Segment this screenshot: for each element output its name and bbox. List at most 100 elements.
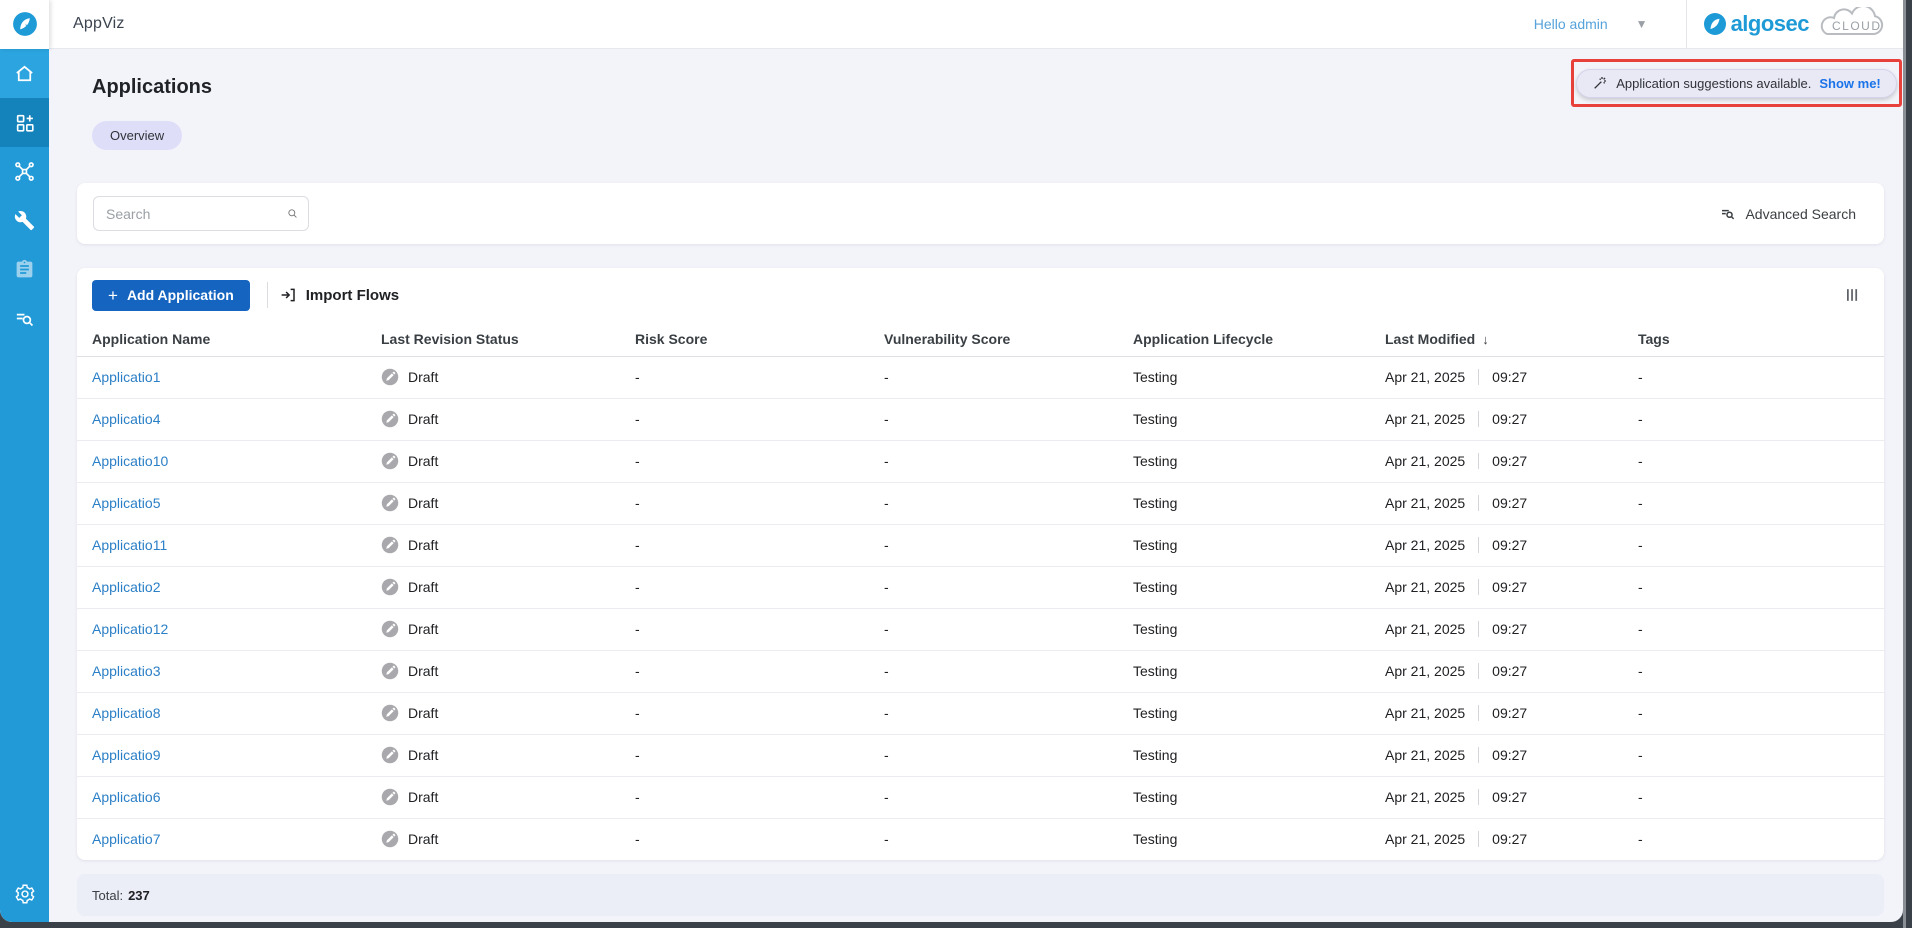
table-row[interactable]: Applicatio8 Draft - - Testing Apr 21, 20… — [77, 692, 1884, 735]
table-row[interactable]: Applicatio9 Draft - - Testing Apr 21, 20… — [77, 734, 1884, 777]
draft-status-icon — [381, 578, 399, 596]
application-name-link[interactable]: Applicatio1 — [92, 369, 161, 385]
sidebar-item-explore[interactable] — [0, 294, 49, 343]
last-modified-date: Apr 21, 2025 — [1385, 789, 1466, 805]
sidebar-item-applications[interactable] — [0, 98, 49, 147]
table-row[interactable]: Applicatio6 Draft - - Testing Apr 21, 20… — [77, 776, 1884, 819]
import-flows-button[interactable]: Import Flows — [279, 286, 399, 304]
brand-name: algosec — [1730, 11, 1810, 36]
last-modified-date: Apr 21, 2025 — [1385, 747, 1466, 763]
date-time-divider — [1478, 537, 1480, 553]
application-name-link[interactable]: Applicatio8 — [92, 705, 161, 721]
application-name-link[interactable]: Applicatio10 — [92, 453, 169, 469]
column-header-last-revision-status[interactable]: Last Revision Status — [381, 322, 635, 357]
tags-value: - — [1638, 692, 1884, 735]
table-row[interactable]: Applicatio12 Draft - - Testing Apr 21, 2… — [77, 608, 1884, 651]
application-name-link[interactable]: Applicatio3 — [92, 663, 161, 679]
column-header-application-name[interactable]: Application Name — [77, 322, 381, 357]
sidebar-item-reports[interactable] — [0, 245, 49, 294]
sidebar-item-home[interactable] — [0, 49, 49, 98]
columns-icon — [1847, 289, 1858, 301]
column-settings-button[interactable] — [1842, 285, 1862, 305]
total-value: 237 — [128, 887, 150, 903]
table-row[interactable]: Applicatio10 Draft - - Testing Apr 21, 2… — [77, 440, 1884, 483]
last-modified-time: 09:27 — [1492, 495, 1528, 511]
column-header-application-lifecycle[interactable]: Application Lifecycle — [1133, 322, 1385, 357]
topbar-divider — [1685, 0, 1687, 48]
draft-status-icon — [381, 368, 399, 386]
status-label: Draft — [408, 453, 439, 469]
status-label: Draft — [408, 705, 439, 721]
draft-status-icon — [381, 452, 399, 470]
vulnerability-score-value: - — [884, 398, 1133, 441]
lifecycle-value: Testing — [1133, 608, 1385, 651]
tab-overview[interactable]: Overview — [92, 121, 183, 150]
table-header-row: Application Name Last Revision Status Ri… — [77, 322, 1884, 357]
risk-score-value: - — [635, 734, 884, 777]
search-icon[interactable] — [287, 205, 298, 222]
last-modified-time: 09:27 — [1492, 579, 1528, 595]
application-name-link[interactable]: Applicatio7 — [92, 831, 161, 848]
draft-status-icon — [381, 410, 399, 428]
sort-descending-icon[interactable]: ↓ — [1482, 331, 1489, 347]
lifecycle-value: Testing — [1133, 776, 1385, 819]
user-greeting[interactable]: Hello admin — [1533, 16, 1608, 32]
status-label: Draft — [408, 537, 439, 553]
column-header-risk-score[interactable]: Risk Score — [635, 322, 884, 357]
application-name-link[interactable]: Applicatio9 — [92, 747, 161, 763]
risk-score-value: - — [635, 566, 884, 609]
last-modified-date: Apr 21, 2025 — [1385, 411, 1466, 427]
table-row[interactable]: Applicatio7 Draft - - Testing Apr 21, 20… — [77, 818, 1884, 860]
tags-value: - — [1638, 776, 1884, 819]
vulnerability-score-value: - — [884, 566, 1133, 609]
add-application-label: Add Application — [126, 287, 234, 303]
vulnerability-score-value: - — [884, 692, 1133, 735]
date-time-divider — [1478, 411, 1480, 427]
sidebar-item-settings[interactable] — [0, 874, 49, 914]
appviz-logo — [0, 0, 49, 49]
table-row[interactable]: Applicatio5 Draft - - Testing Apr 21, 20… — [77, 482, 1884, 525]
search-input[interactable] — [106, 205, 287, 222]
application-name-link[interactable]: Applicatio12 — [92, 621, 169, 637]
vulnerability-score-value: - — [884, 776, 1133, 819]
vulnerability-score-value: - — [884, 831, 889, 848]
last-modified-time: 09:27 — [1492, 453, 1528, 469]
advanced-search-label: Advanced Search — [1745, 205, 1856, 222]
magic-wand-icon — [1594, 77, 1607, 89]
add-application-button[interactable]: + Add Application — [92, 279, 250, 311]
settings-icon — [14, 884, 35, 904]
application-name-link[interactable]: Applicatio5 — [92, 495, 161, 511]
application-name-link[interactable]: Applicatio2 — [92, 579, 161, 595]
table-row[interactable]: Applicatio2 Draft - - Testing Apr 21, 20… — [77, 566, 1884, 609]
table-toolbar: + Add Application Import Flows — [77, 268, 1884, 322]
application-name-link[interactable]: Applicatio11 — [92, 537, 168, 553]
svg-text:CLOUD: CLOUD — [1832, 19, 1882, 33]
status-label: Draft — [408, 663, 439, 679]
draft-status-icon — [381, 831, 399, 848]
draft-status-icon — [381, 662, 399, 680]
advanced-search-button[interactable]: Advanced Search — [1719, 205, 1856, 223]
lifecycle-value: Testing — [1133, 692, 1385, 735]
status-label: Draft — [408, 747, 439, 763]
sidebar-item-tools[interactable] — [0, 196, 49, 245]
vulnerability-score-value: - — [884, 650, 1133, 693]
table-row[interactable]: Applicatio11 Draft - - Testing Apr 21, 2… — [77, 524, 1884, 567]
draft-status-icon — [381, 746, 399, 764]
risk-score-value: - — [635, 398, 884, 441]
table-row[interactable]: Applicatio4 Draft - - Testing Apr 21, 20… — [77, 398, 1884, 441]
date-time-divider — [1478, 495, 1480, 511]
column-header-vulnerability-score[interactable]: Vulnerability Score — [884, 322, 1133, 357]
application-name-link[interactable]: Applicatio6 — [92, 789, 161, 805]
table-row[interactable]: Applicatio1 Draft - - Testing Apr 21, 20… — [77, 356, 1884, 399]
show-me-link[interactable]: Show me! — [1819, 75, 1881, 91]
total-label: Total: — [92, 887, 124, 903]
last-modified-date: Apr 21, 2025 — [1385, 705, 1466, 721]
sidebar-item-flows[interactable] — [0, 147, 49, 196]
application-name-link[interactable]: Applicatio4 — [92, 411, 161, 427]
column-header-tags[interactable]: Tags — [1638, 322, 1884, 357]
column-header-last-modified[interactable]: Last Modified ↓ — [1385, 322, 1638, 357]
table-row[interactable]: Applicatio3 Draft - - Testing Apr 21, 20… — [77, 650, 1884, 693]
last-modified-time: 09:27 — [1492, 369, 1528, 385]
chevron-down-icon[interactable]: ▼ — [1635, 17, 1648, 31]
